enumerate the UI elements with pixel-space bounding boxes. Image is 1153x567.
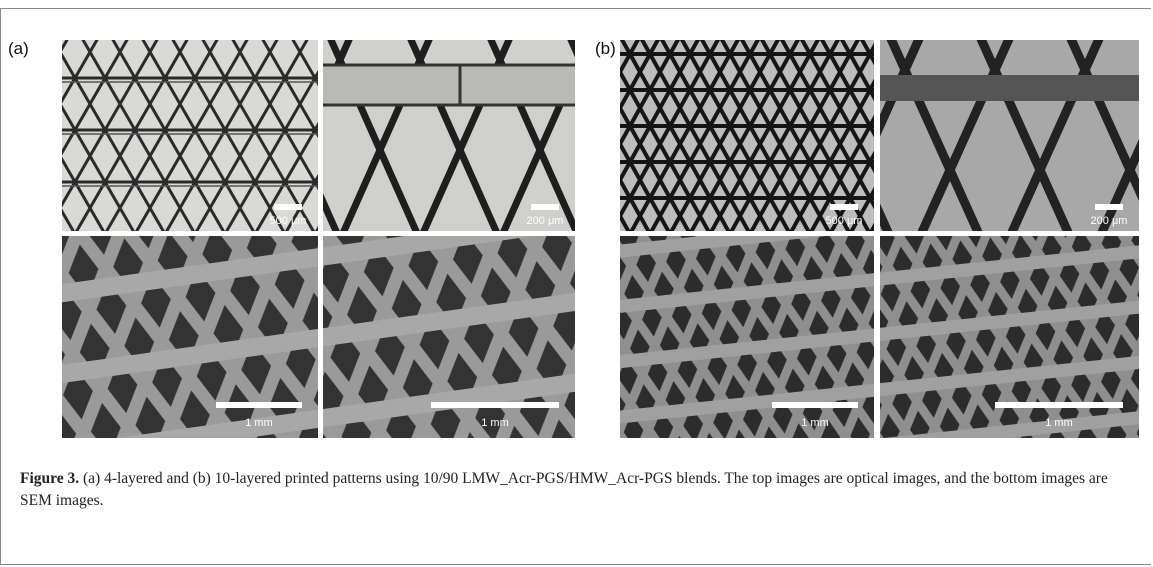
- scale-bar-label: 1 mm: [1045, 417, 1073, 429]
- scale-bar: [431, 402, 559, 408]
- scale-bar: [772, 402, 858, 408]
- panel-label: (b): [595, 39, 616, 58]
- scale-bar-label: 500 μm: [826, 215, 863, 227]
- scale-bar-label: 500 μm: [270, 215, 307, 227]
- caption-label: Figure 3.: [20, 470, 79, 487]
- micrograph: [880, 40, 1139, 231]
- panel-label: (a): [8, 39, 29, 58]
- micrograph: [62, 40, 318, 231]
- scale-bar: [1095, 204, 1123, 210]
- page: {"figure": { "panels": [ {"label": "(a)"…: [0, 0, 1153, 567]
- scale-bar-label: 1 mm: [245, 417, 273, 429]
- caption-text: (a) 4-layered and (b) 10-layered printed…: [20, 470, 1108, 509]
- scale-bar-label: 1 mm: [481, 417, 509, 429]
- scale-bar: [830, 204, 858, 210]
- scale-bar: [995, 402, 1123, 408]
- figure-panels: (a) 500 μm 200 μm 1 mm 1 mm (b) 500 μm 200 μm 1 …: [0, 0, 1153, 460]
- scale-bar-label: 200 μm: [527, 215, 564, 227]
- scale-bar: [274, 204, 302, 210]
- figure-caption: Figure 3. (a) 4-layered and (b) 10-layer…: [20, 468, 1135, 512]
- scale-bar-label: 1 mm: [801, 417, 829, 429]
- scale-bar: [531, 204, 559, 210]
- micrograph: [323, 40, 575, 231]
- micrograph: [620, 40, 874, 231]
- scale-bar-label: 200 μm: [1091, 215, 1128, 227]
- scale-bar: [216, 402, 302, 408]
